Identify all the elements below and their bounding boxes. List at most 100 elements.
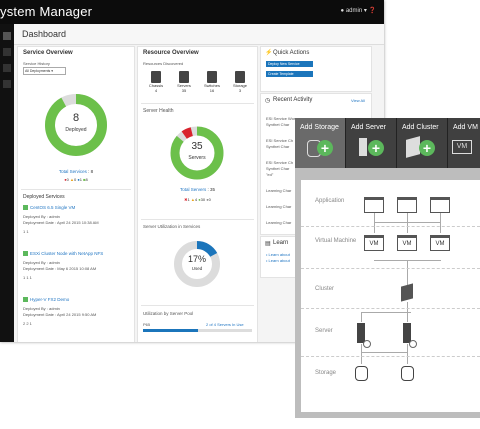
layer-separator bbox=[301, 356, 480, 357]
total-servers-link[interactable]: Total Servers bbox=[179, 187, 207, 192]
chassis-icon bbox=[151, 71, 161, 83]
pool-usage-text[interactable]: 2 of 4 Servers In Use bbox=[206, 322, 244, 327]
layer-application-label: Application bbox=[315, 198, 345, 204]
learn-link[interactable]: • Learn about bbox=[266, 252, 290, 257]
warning-icon: ▲ bbox=[190, 197, 195, 202]
vm-icon[interactable]: VM bbox=[397, 235, 417, 251]
add-server-button[interactable]: Add Server + bbox=[346, 118, 397, 168]
add-storage-label: Add Storage bbox=[300, 124, 339, 131]
deployed-service-item[interactable]: CentOS 6.5 Single VM Deployed By : admin… bbox=[23, 205, 131, 245]
check-icon bbox=[23, 251, 28, 257]
check-icon bbox=[23, 297, 28, 303]
activity-item[interactable]: Synthet Char bbox=[266, 144, 290, 149]
switches-label: Switches bbox=[203, 83, 220, 88]
layer-separator bbox=[301, 226, 480, 227]
storage-node-icon[interactable] bbox=[401, 366, 414, 381]
user-name: admin ▾ bbox=[345, 8, 367, 14]
total-services-link[interactable]: Total Services bbox=[58, 169, 87, 174]
activity-item[interactable]: Learning Char bbox=[266, 204, 292, 209]
activity-item[interactable]: "ed" bbox=[266, 172, 274, 177]
server-health-count: 35 bbox=[191, 141, 203, 152]
nav-templates-icon[interactable] bbox=[3, 48, 11, 56]
switches-count: 16 bbox=[209, 88, 215, 93]
cluster-icon bbox=[406, 136, 420, 158]
chassis-tile[interactable]: Chassis 4 bbox=[144, 71, 168, 93]
activity-item[interactable]: Synthet Char bbox=[266, 166, 290, 171]
info-badge-icon bbox=[409, 340, 417, 348]
switch-icon bbox=[207, 71, 217, 83]
server-health-unit: Servers bbox=[188, 155, 206, 161]
help-icon[interactable]: ❓ bbox=[368, 8, 376, 14]
cluster-node-icon[interactable] bbox=[401, 283, 413, 302]
nav-dashboard-icon[interactable] bbox=[3, 32, 11, 40]
nav-services-icon[interactable] bbox=[3, 64, 11, 72]
resources-discovered-label: Resources Discovered bbox=[143, 61, 184, 66]
vm-icon[interactable]: VM bbox=[430, 235, 450, 251]
service-stats: 1 1 1 bbox=[23, 275, 32, 280]
service-donut-arc bbox=[45, 94, 107, 156]
storage-tile[interactable]: Storage 3 bbox=[228, 71, 252, 93]
activity-item[interactable]: ESI Service Ch bbox=[266, 138, 294, 143]
healthy-icon: ● bbox=[198, 197, 201, 202]
vm-icon[interactable]: VM bbox=[364, 235, 384, 251]
divider bbox=[141, 305, 254, 306]
user-menu[interactable]: ● admin ▾ ❓ bbox=[341, 7, 376, 14]
chevron-down-icon: ▾ bbox=[51, 69, 54, 73]
service-name[interactable]: CentOS 6.5 Single VM bbox=[30, 205, 76, 210]
activity-item[interactable]: ESI Service Wor bbox=[266, 116, 296, 121]
resource-overview-title: Resource Overview bbox=[143, 50, 199, 56]
page-title: Dashboard bbox=[22, 29, 67, 39]
healthy-count: 30 bbox=[200, 197, 206, 202]
activity-item[interactable]: Learning Char bbox=[266, 220, 292, 225]
nav-resources-icon[interactable] bbox=[3, 80, 11, 88]
switches-tile[interactable]: Switches 16 bbox=[200, 71, 224, 93]
deployed-service-item[interactable]: ESXi Cluster Node with NetApp NFS Deploy… bbox=[23, 251, 131, 291]
ok-count: 8 bbox=[85, 177, 88, 182]
clock-icon: ◷ bbox=[265, 98, 271, 104]
info-icon: ● bbox=[77, 177, 80, 182]
vm-icon: VM bbox=[452, 140, 472, 154]
add-cluster-button[interactable]: Add Cluster + bbox=[397, 118, 448, 168]
activity-item[interactable]: Synthet Char bbox=[266, 122, 290, 127]
add-vm-button[interactable]: Add VM VM bbox=[448, 118, 480, 168]
connector-line bbox=[440, 213, 441, 233]
layer-server-label: Server bbox=[315, 328, 333, 334]
layer-storage-label: Storage bbox=[315, 370, 337, 376]
storage-count: 3 bbox=[238, 88, 242, 93]
application-icon[interactable] bbox=[430, 197, 450, 213]
service-status-legend: ●0 ▲0 ●1 ■8 bbox=[18, 177, 134, 182]
create-template-button[interactable]: Create Template bbox=[266, 71, 313, 77]
total-servers-value: 35 bbox=[210, 187, 216, 192]
learn-title: Learn bbox=[273, 240, 289, 246]
activity-item[interactable]: ESI Service Ch bbox=[266, 160, 294, 165]
service-history-label: Service History bbox=[23, 61, 50, 66]
server-node-icon[interactable] bbox=[357, 323, 365, 343]
total-services-line[interactable]: Total Services : 8 bbox=[58, 169, 94, 174]
learn-link[interactable]: • Learn about bbox=[266, 258, 290, 263]
connector-line bbox=[407, 302, 408, 322]
add-resource-toolbar: Add Storage + Add Server + Add Cluster +… bbox=[295, 118, 480, 168]
add-storage-button[interactable]: Add Storage + bbox=[295, 118, 346, 168]
topology-canvas: Application Virtual Machine VM VM VM Clu… bbox=[301, 180, 480, 412]
servers-tile[interactable]: Servers 35 bbox=[172, 71, 196, 93]
deploy-new-service-button[interactable]: Deploy New Service bbox=[266, 61, 313, 67]
server-node-icon[interactable] bbox=[403, 323, 411, 343]
service-name[interactable]: Hyper-V FX2 Demo bbox=[30, 297, 70, 302]
error-count: 0 bbox=[66, 177, 69, 182]
dashboard-header: Dashboard bbox=[14, 24, 384, 45]
storage-node-icon[interactable] bbox=[355, 366, 368, 381]
view-all-link[interactable]: View All bbox=[351, 98, 365, 103]
layer-separator bbox=[301, 268, 480, 269]
activity-item[interactable]: Learning Char bbox=[266, 188, 292, 193]
layer-separator bbox=[301, 308, 480, 309]
deployed-service-item[interactable]: Hyper-V FX2 Demo Deployed By : admin Dep… bbox=[23, 297, 131, 337]
service-name[interactable]: ESXi Cluster Node with NetApp NFS bbox=[30, 251, 104, 256]
server-utilization-arc bbox=[174, 241, 220, 287]
deployment-filter-select[interactable]: All Deployments ▾ bbox=[23, 67, 66, 75]
application-icon[interactable] bbox=[364, 197, 384, 213]
total-servers-line[interactable]: Total Servers : 35 bbox=[179, 187, 216, 192]
application-icon[interactable] bbox=[397, 197, 417, 213]
total-services-value: 8 bbox=[90, 169, 94, 174]
connector-line bbox=[361, 352, 408, 353]
user-icon: ● bbox=[340, 8, 346, 14]
